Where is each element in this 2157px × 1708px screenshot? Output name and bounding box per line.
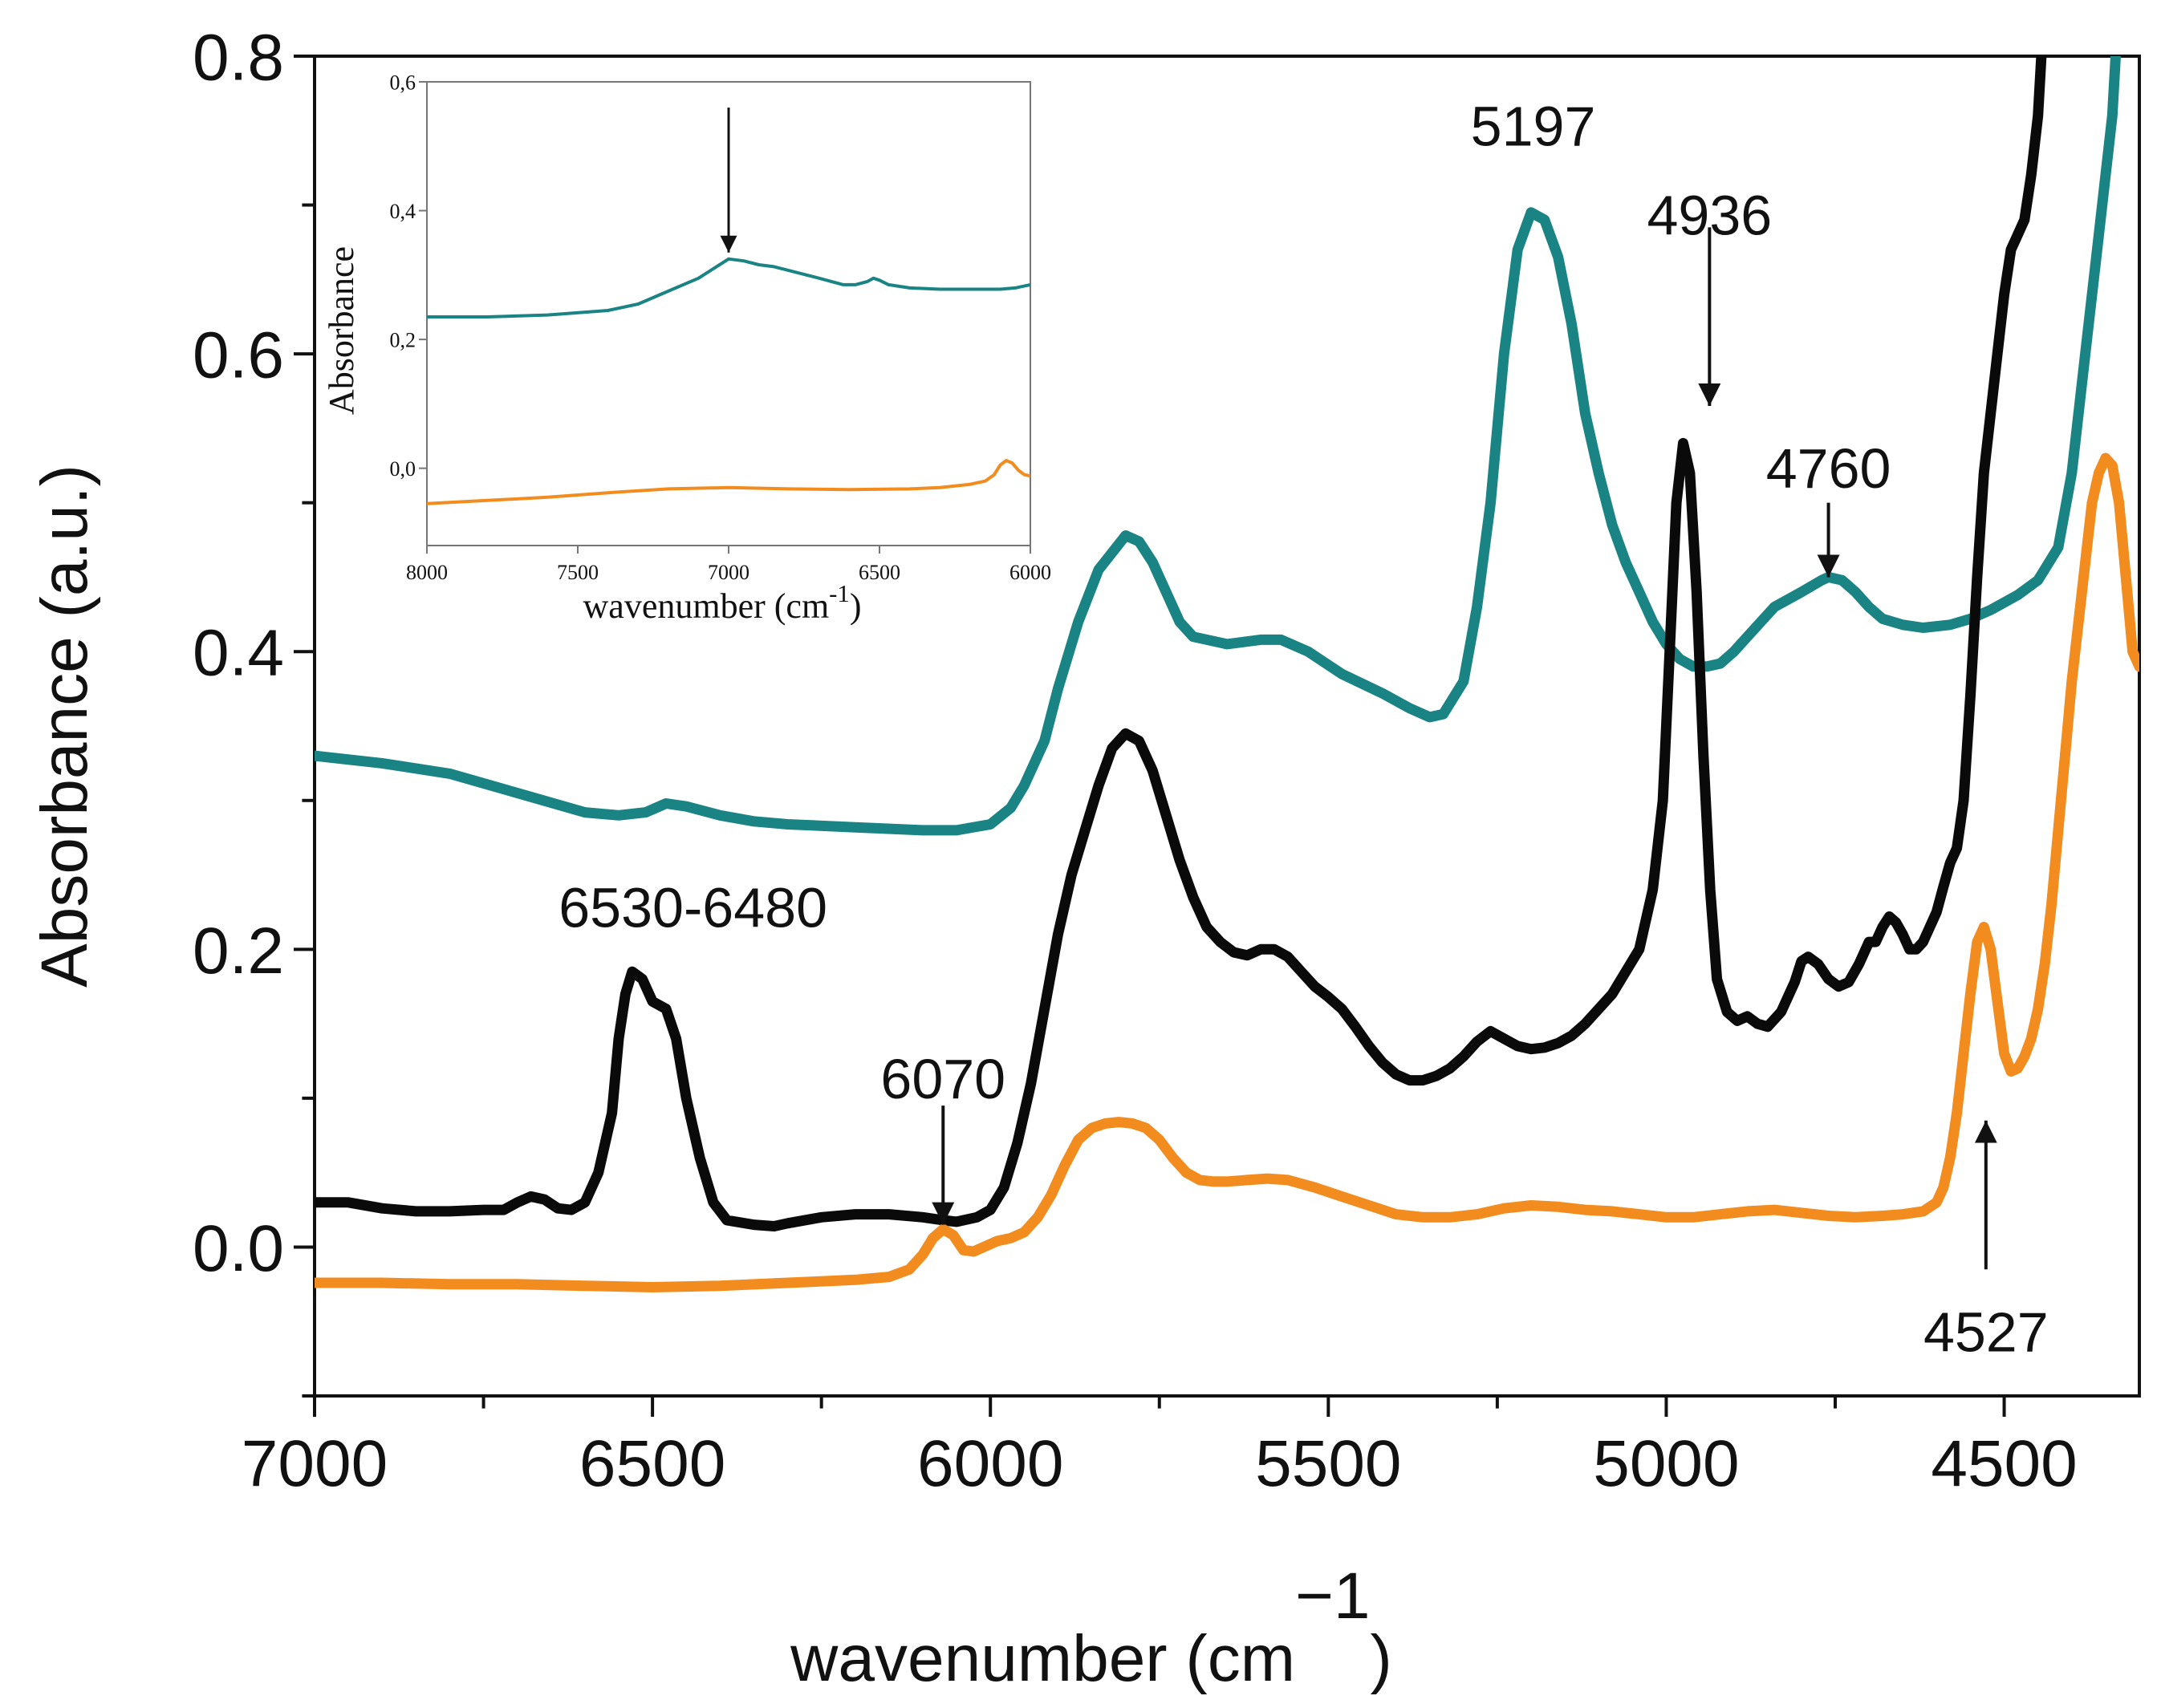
- inset-x-tick-label-7500: 7500: [557, 561, 599, 584]
- inset-x-tick-label-8000: 8000: [406, 561, 448, 584]
- main-annotation-5197: 5197: [1471, 95, 1596, 157]
- inset-x-axis-title-close: ): [850, 586, 862, 626]
- main-series-teal: [315, 56, 2121, 836]
- main-x-axis-title-close: ): [1371, 1622, 1392, 1695]
- inset-y-tick-label-0-4: 0,4: [390, 200, 416, 223]
- main-series-orange: [315, 452, 2139, 1292]
- inset-y-tick-label-0: 0,0: [390, 457, 416, 481]
- inset-x-axis-title-text: wavenumber (cm: [583, 586, 830, 626]
- main-x-axis-title-exponent: −1: [1295, 1560, 1371, 1633]
- main-y-tick-label-0: 0.0: [193, 1212, 284, 1285]
- inset-y-tick-label-0-2: 0,2: [390, 328, 416, 351]
- main-y-axis-title: Absorbance (a.u.): [28, 465, 101, 988]
- main-y-tick-label-0-2: 0.2: [193, 915, 284, 988]
- main-x-tick-label-6000: 6000: [917, 1427, 1063, 1500]
- main-annotation-6530-6480: 6530-6480: [559, 877, 827, 939]
- inset-x-tick-label-6500: 6500: [859, 561, 900, 584]
- main-series-group: [315, 56, 2139, 1292]
- inset-x-axis-title: wavenumber (cm-1): [583, 580, 862, 626]
- main-x-tick-label-5500: 5500: [1255, 1427, 1401, 1500]
- main-x-tick-label-4500: 4500: [1931, 1427, 2077, 1500]
- main-y-tick-label-0-6: 0.6: [193, 319, 284, 392]
- main-x-axis-title: wavenumber (cm−1): [790, 1560, 1392, 1695]
- main-x-axis-title-text: wavenumber (cm: [790, 1622, 1295, 1695]
- inset-x-tick-label-6000: 6000: [1009, 561, 1051, 584]
- main-annotation-4760: 4760: [1766, 437, 1891, 500]
- main-y-tick-label-0-4: 0.4: [193, 617, 284, 690]
- main-y-tick-label-0-8: 0.8: [193, 22, 284, 95]
- main-x-tick-label-6500: 6500: [579, 1427, 725, 1500]
- main-annotation-4527: 4527: [1923, 1300, 2049, 1363]
- inset-x-tick-label-7000: 7000: [708, 561, 749, 584]
- inset-series-teal: [427, 257, 1030, 318]
- main-chart: 7000 6500 6000 5500 5000 4500 0.0 0.2 0.4 0.6 0.8 w…: [28, 22, 2141, 1695]
- main-series-black: [315, 56, 2047, 1231]
- main-x-tick-label-7000: 7000: [242, 1427, 388, 1500]
- inset-series-orange: [427, 459, 1030, 505]
- inset-series-group: [427, 257, 1030, 505]
- inset-y-tick-label-0-6: 0,6: [390, 71, 416, 94]
- inset-chart: 8000 7500 7000 6500 6000 0,0 0,2 0,4 0,6 wavenumb…: [322, 71, 1051, 626]
- main-annotation-6070: 6070: [880, 1048, 1005, 1110]
- main-x-tick-label-5000: 5000: [1593, 1427, 1739, 1500]
- main-plot-frame: [313, 55, 2141, 1398]
- inset-x-axis-title-exponent: -1: [829, 580, 850, 607]
- inset-y-axis-title: Absorbance: [322, 246, 361, 415]
